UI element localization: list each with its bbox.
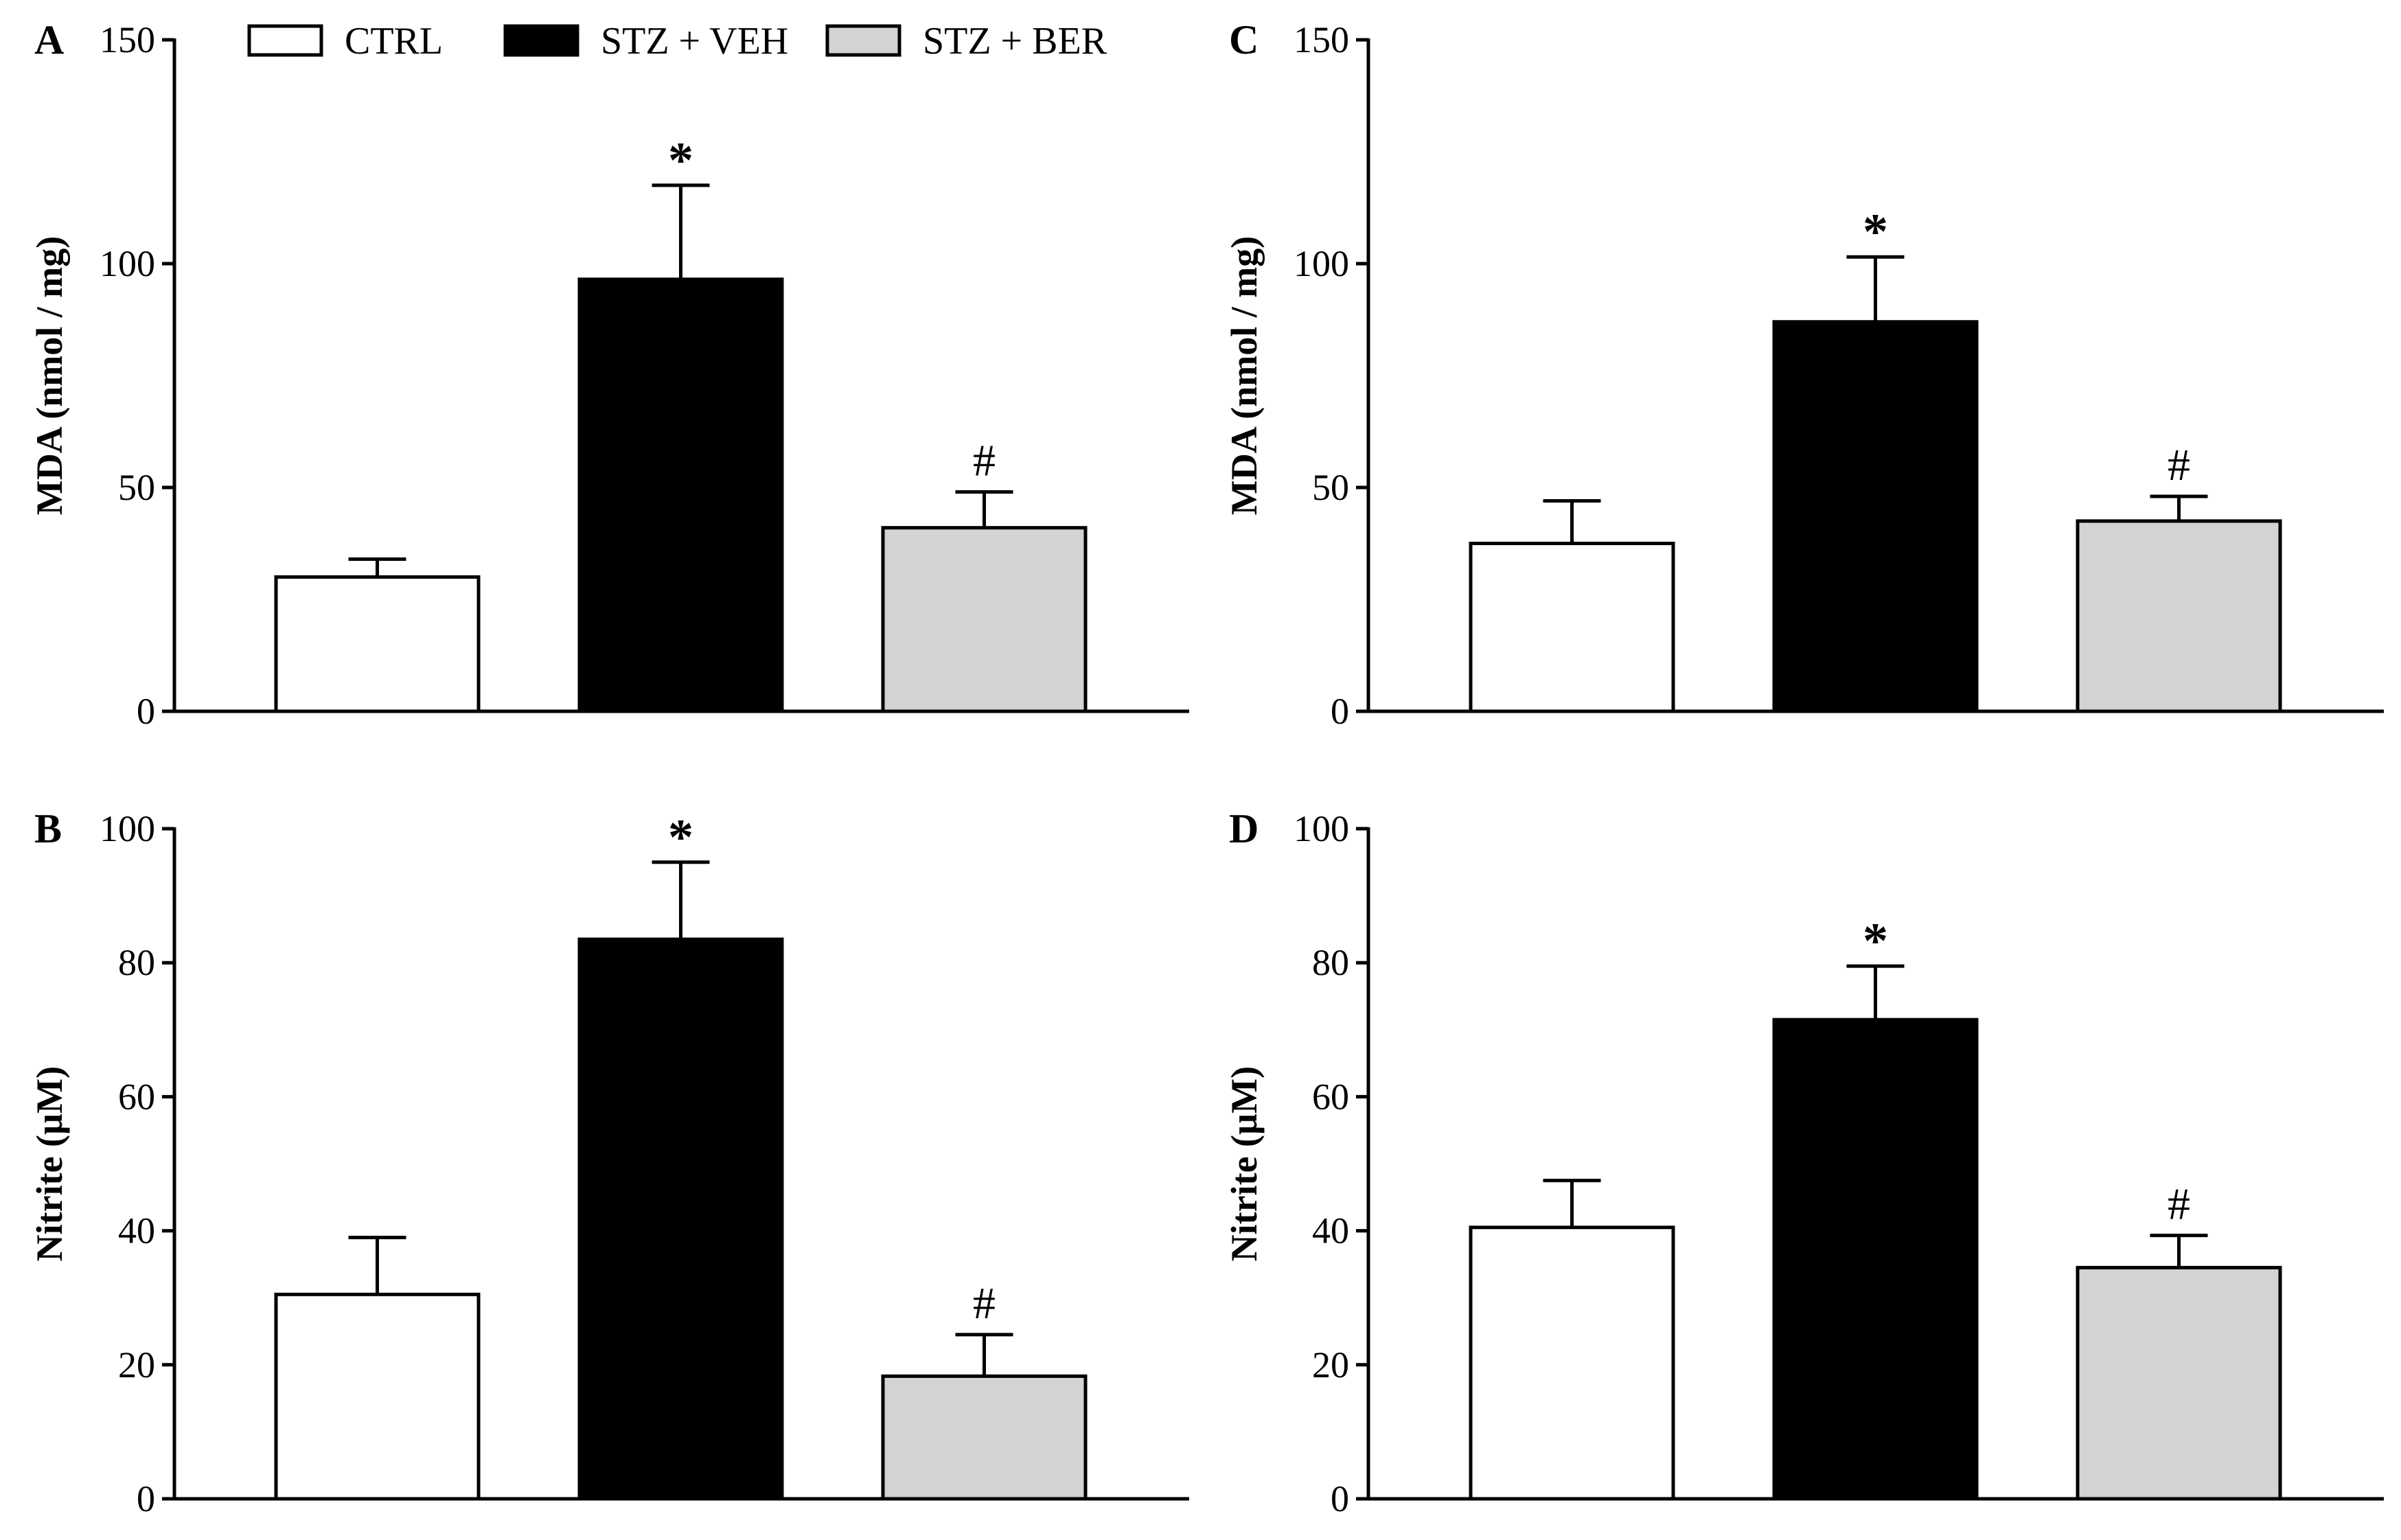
legend-label: STZ + VEH [601,20,788,62]
bar-stz-ber [2076,519,2282,713]
y-tick-label: 100 [100,808,155,849]
y-tick-label: 0 [137,1478,155,1519]
y-tick-label: 0 [137,691,155,732]
y-axis-label: MDA (nmol / mg) [29,236,70,515]
bar-ctrl [1469,1226,1675,1501]
y-tick-label: 0 [1331,1478,1349,1519]
legend-swatch [247,24,323,57]
bar-ctrl [1469,542,1675,713]
legend-label: CTRL [345,20,443,62]
y-tick-label: 150 [1294,19,1349,60]
significance-hash: # [2168,440,2190,490]
y-tick-label: 20 [1312,1344,1349,1386]
y-axis-label: MDA (nmol / mg) [1224,236,1265,515]
bar-stz-veh [577,937,784,1501]
bar-stz-ber [2076,1265,2282,1501]
y-tick-label: 50 [118,467,155,508]
legend: CTRL STZ + VEH STZ + BER [247,20,1107,62]
y-tick-label: 40 [1312,1210,1349,1252]
legend-swatch [825,24,901,57]
y-tick-label: 100 [1294,808,1349,849]
y-tick-label: 100 [100,243,155,284]
panel-letter: D [1229,806,1259,851]
y-tick-label: 80 [118,942,155,983]
y-tick-label: 80 [1312,942,1349,983]
panel-letter: C [1229,17,1259,62]
bar-stz-veh [577,277,784,713]
panel-d: 0 20 40 60 80 100 D Nitrite (µM) * # [1224,806,2384,1519]
significance-star: * [668,133,693,189]
bar-ctrl [274,1292,481,1501]
y-tick-label: 0 [1331,691,1349,732]
bar-stz-veh [1772,320,1979,713]
bar-stz-ber [881,526,1088,713]
bar-stz-veh [1772,1018,1979,1501]
y-axis-label: Nitrite (µM) [29,1066,70,1261]
y-tick-label: 20 [118,1344,155,1386]
panel-a: 0 50 100 150 A MDA (nmol / mg) * # [29,17,1189,732]
panel-letter: B [34,806,62,851]
legend-swatch [503,24,579,57]
significance-hash: # [973,436,996,486]
y-tick-label: 150 [100,19,155,60]
panel-c: 0 50 100 150 C MDA (nmol / mg) * # [1224,17,2384,732]
significance-hash: # [973,1278,996,1329]
significance-star: * [668,809,693,866]
panel-letter: A [34,17,64,62]
y-tick-label: 60 [118,1076,155,1117]
y-tick-label: 50 [1312,467,1349,508]
legend-label: STZ + BER [923,20,1107,62]
y-tick-label: 100 [1294,243,1349,284]
panel-b: 0 20 40 60 80 100 B Nitrite (µM) * # [29,806,1189,1519]
bar-ctrl [274,575,481,713]
y-tick-label: 40 [118,1210,155,1252]
significance-star: * [1863,913,1888,969]
significance-star: * [1863,204,1888,260]
significance-hash: # [2168,1179,2190,1229]
y-axis-label: Nitrite (µM) [1224,1066,1265,1261]
bar-stz-ber [881,1374,1088,1501]
y-tick-label: 60 [1312,1076,1349,1117]
